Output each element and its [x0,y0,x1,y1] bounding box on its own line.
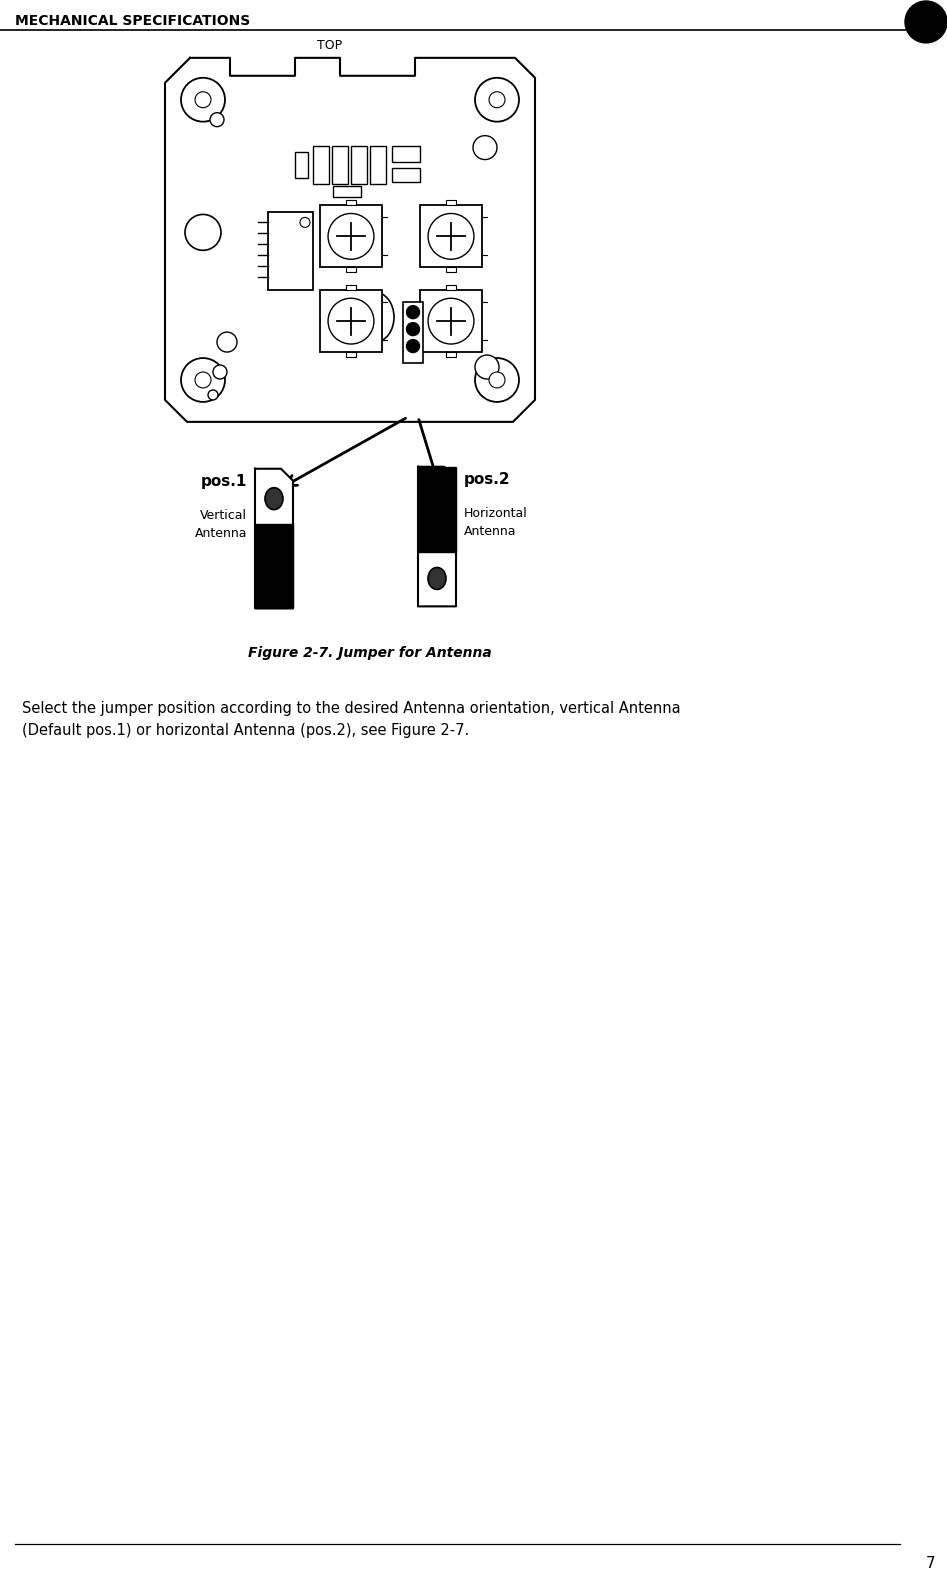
Circle shape [195,91,211,107]
Bar [346,353,356,357]
Circle shape [406,305,420,318]
Circle shape [181,77,225,121]
Circle shape [473,135,497,159]
Text: Antenna: Antenna [194,527,247,540]
Circle shape [489,371,505,387]
Text: (Default pos.1) or horizontal Antenna (pos.2), see Figure 2-7.: (Default pos.1) or horizontal Antenna (p… [22,722,470,738]
Bar [333,186,361,197]
Circle shape [475,77,519,121]
Bar [255,524,293,609]
Bar [295,151,308,178]
Circle shape [300,217,310,227]
Bar [332,146,348,184]
Text: Vertical: Vertical [200,508,247,521]
Ellipse shape [265,488,283,510]
Bar [392,146,420,162]
Bar [351,146,367,184]
Bar [320,290,382,353]
Circle shape [489,91,505,107]
Text: 2: 2 [919,13,933,33]
Text: TOP: TOP [317,39,343,52]
Bar [392,167,420,181]
Text: MECHANICAL SPECIFICATIONS: MECHANICAL SPECIFICATIONS [15,14,250,28]
Bar [446,268,456,272]
Bar [346,285,356,290]
Ellipse shape [428,568,446,589]
Text: Figure 2-7. Jumper for Antenna: Figure 2-7. Jumper for Antenna [248,647,491,660]
Circle shape [475,357,519,401]
Text: pos.2: pos.2 [464,472,510,486]
Bar [370,146,386,184]
Bar [403,302,423,364]
Bar [268,212,313,290]
Circle shape [475,356,499,379]
Circle shape [905,2,947,42]
Text: pos.1: pos.1 [201,474,247,488]
Bar [420,206,482,268]
Text: Horizontal: Horizontal [464,507,527,519]
Circle shape [406,323,420,335]
Circle shape [328,214,374,260]
Text: 7: 7 [925,1555,935,1571]
Polygon shape [165,58,535,422]
Polygon shape [418,467,456,606]
Circle shape [185,214,221,250]
Bar [446,353,456,357]
Bar [446,200,456,206]
Bar [320,206,382,268]
Circle shape [428,297,474,345]
Circle shape [217,332,237,353]
Circle shape [428,214,474,260]
Polygon shape [255,469,293,609]
Bar [346,268,356,272]
Circle shape [406,340,420,353]
Circle shape [328,297,374,345]
Bar [420,290,482,353]
Circle shape [213,365,227,379]
Circle shape [210,113,224,126]
Circle shape [195,371,211,387]
Bar [346,200,356,206]
Text: Select the jumper position according to the desired Antenna orientation, vertica: Select the jumper position according to … [22,700,681,716]
Bar [418,467,456,551]
Text: Antenna: Antenna [464,524,516,538]
Circle shape [181,357,225,401]
Bar [446,285,456,290]
Circle shape [208,390,218,400]
Ellipse shape [356,293,394,342]
Bar [313,146,329,184]
